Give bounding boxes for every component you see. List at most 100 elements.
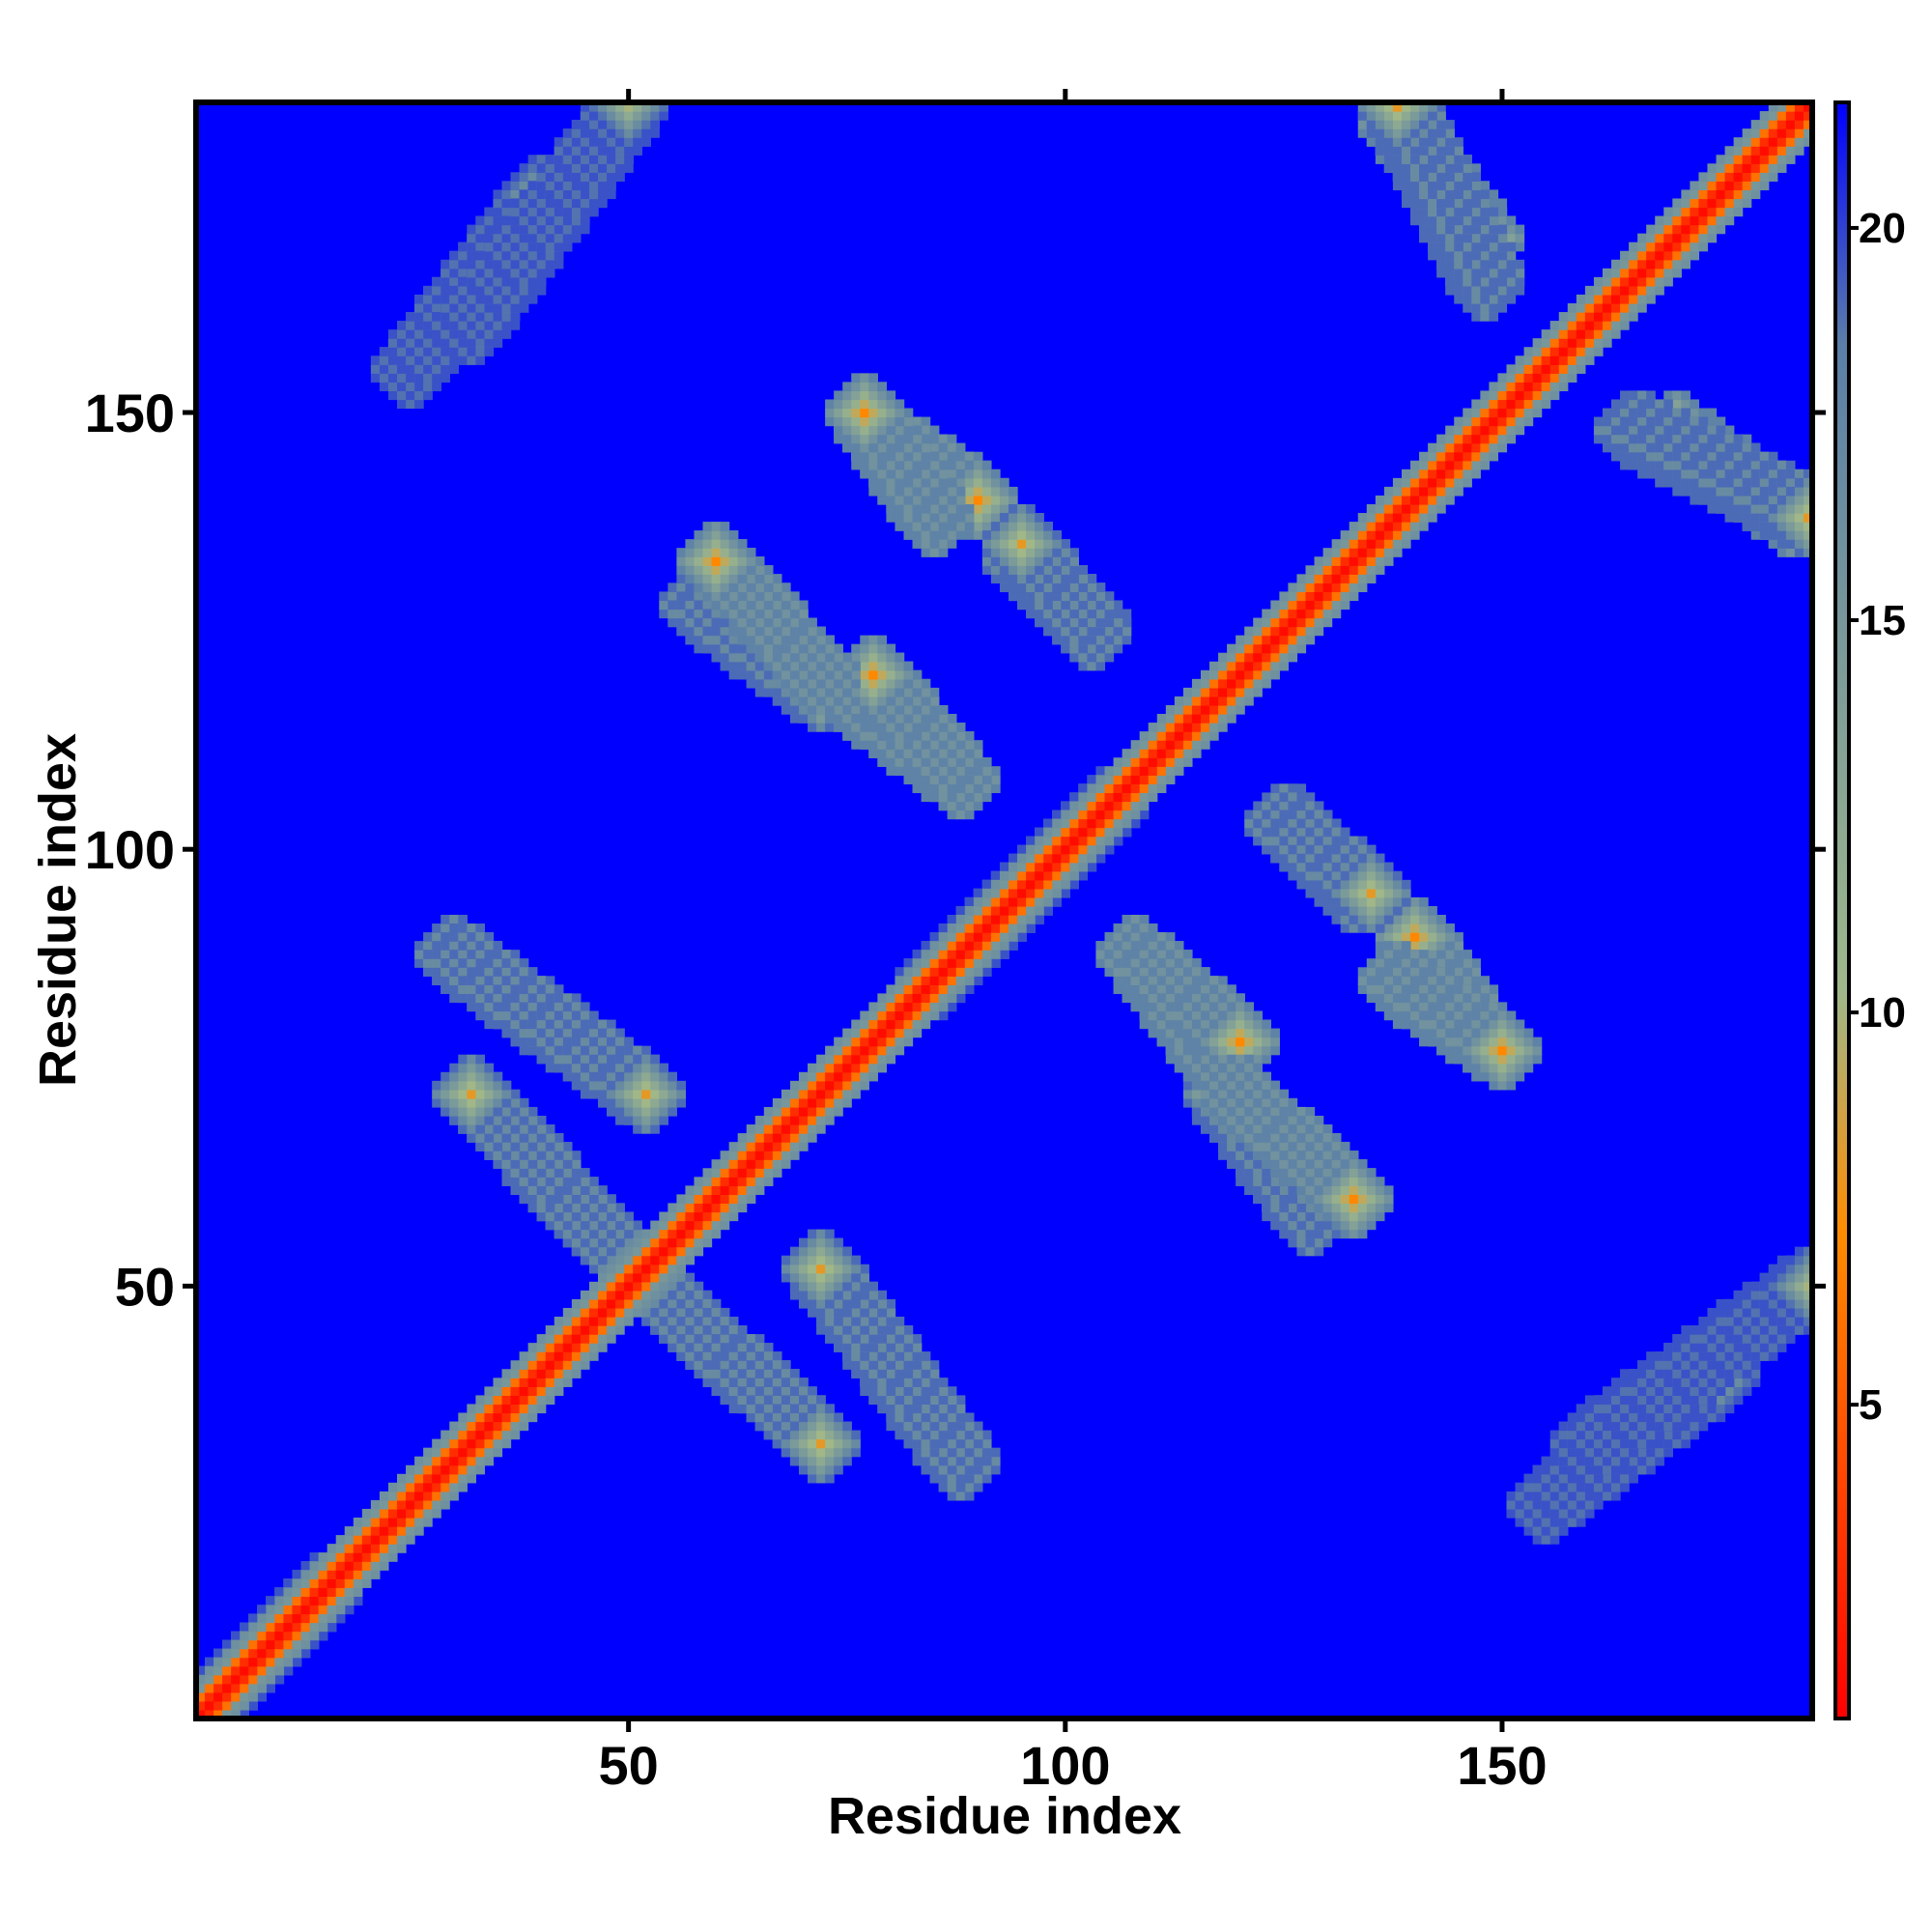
heatmap-cell bbox=[432, 364, 441, 374]
heatmap-cell bbox=[440, 347, 450, 356]
heatmap-cell bbox=[440, 285, 450, 296]
heatmap-cell bbox=[440, 958, 450, 968]
heatmap-cell bbox=[484, 950, 495, 959]
heatmap-cell bbox=[467, 941, 476, 951]
heatmap-cell bbox=[955, 1438, 966, 1449]
heatmap-cell bbox=[458, 915, 468, 924]
heatmap-cell bbox=[510, 1037, 521, 1047]
heatmap-cell bbox=[1541, 1535, 1551, 1545]
heatmap-cell bbox=[1602, 1482, 1612, 1492]
heatmap-cell bbox=[475, 941, 486, 951]
heatmap-cell bbox=[938, 1421, 949, 1432]
heatmap-cell bbox=[921, 1430, 931, 1440]
heatmap-cell bbox=[1698, 1404, 1709, 1414]
heatmap-cell bbox=[414, 373, 424, 383]
heatmap-cell bbox=[1690, 1421, 1700, 1432]
heatmap-cell bbox=[921, 1395, 931, 1406]
heatmap-cell bbox=[973, 1473, 983, 1484]
heatmap-cell bbox=[423, 390, 433, 401]
heatmap-cell bbox=[432, 967, 441, 977]
heatmap-cell bbox=[484, 215, 495, 226]
heatmap-cell bbox=[493, 215, 503, 226]
heatmap-cell bbox=[981, 1447, 992, 1458]
heatmap-cell bbox=[981, 1456, 992, 1466]
heatmap-cell bbox=[938, 1386, 949, 1396]
heatmap-cell bbox=[467, 224, 476, 235]
heatmap-cell bbox=[519, 1045, 529, 1056]
heatmap-cell bbox=[1698, 1412, 1709, 1423]
heatmap-cell bbox=[519, 967, 529, 977]
heatmap-cell bbox=[257, 1605, 267, 1615]
heatmap-cell bbox=[886, 1412, 896, 1423]
heatmap-cell bbox=[379, 373, 389, 383]
heatmap-cell bbox=[1733, 1378, 1744, 1387]
heatmap-cell bbox=[1541, 1508, 1551, 1519]
heatmap-cell bbox=[903, 1438, 914, 1449]
heatmap-cell bbox=[1724, 1395, 1735, 1406]
heatmap-cell bbox=[467, 958, 476, 968]
heatmap-cell bbox=[1532, 1526, 1543, 1536]
heatmap-cell bbox=[449, 250, 459, 261]
heatmap-cell bbox=[423, 329, 433, 339]
heatmap-cell bbox=[938, 1378, 949, 1387]
heatmap-cell bbox=[964, 1438, 975, 1449]
heatmap-cell bbox=[527, 155, 538, 164]
heatmap-cell bbox=[449, 958, 459, 968]
heatmap-cell bbox=[1602, 1491, 1612, 1501]
heatmap-cell bbox=[396, 364, 407, 374]
heatmap-cell bbox=[1698, 1421, 1709, 1432]
heatmap-cell bbox=[449, 364, 459, 374]
heatmap-cell bbox=[1724, 1404, 1735, 1414]
heatmap-cell bbox=[414, 950, 424, 959]
heatmap-cell bbox=[423, 950, 433, 959]
heatmap-cell bbox=[955, 1412, 966, 1423]
heatmap-cell bbox=[1637, 1447, 1647, 1458]
heatmap-cell bbox=[955, 1456, 966, 1466]
heatmap-cell bbox=[1690, 1412, 1700, 1423]
heatmap-cell bbox=[432, 355, 441, 365]
heatmap-cell bbox=[1584, 1491, 1595, 1501]
heatmap-cell bbox=[1523, 1508, 1534, 1519]
heatmap-cell bbox=[467, 923, 476, 933]
heatmap-cell bbox=[440, 976, 450, 985]
heatmap-cell bbox=[1593, 1491, 1604, 1501]
heatmap-cell bbox=[929, 1421, 940, 1432]
heatmap-cell bbox=[938, 1464, 949, 1475]
heatmap-cell bbox=[1549, 1535, 1560, 1545]
heatmap-cell bbox=[1611, 1473, 1621, 1484]
heatmap-cell bbox=[912, 1421, 923, 1432]
heatmap-cell bbox=[475, 958, 486, 968]
heatmap-cell bbox=[964, 1482, 975, 1492]
heatmap-cell bbox=[387, 329, 398, 339]
heatmap-cell bbox=[484, 976, 495, 985]
heatmap-cell bbox=[475, 242, 486, 252]
heatmap-cell bbox=[440, 941, 450, 951]
heatmap-cell bbox=[449, 950, 459, 959]
heatmap-cell bbox=[1707, 1412, 1718, 1423]
heatmap-cell bbox=[432, 976, 441, 985]
heatmap-cell bbox=[467, 250, 476, 261]
heatmap-cell bbox=[406, 312, 415, 322]
heatmap-cell bbox=[493, 198, 503, 209]
heatmap-cell bbox=[947, 1412, 957, 1423]
heatmap-cell bbox=[1541, 1473, 1551, 1484]
heatmap-cell bbox=[929, 1473, 940, 1484]
heatmap-cell bbox=[414, 302, 424, 313]
heatmap-cell bbox=[475, 950, 486, 959]
heatmap-cell bbox=[1707, 1404, 1718, 1414]
heatmap-cell bbox=[1549, 1464, 1560, 1475]
heatmap-cell bbox=[458, 958, 468, 968]
heatmap-cell bbox=[938, 1447, 949, 1458]
heatmap-cell bbox=[379, 382, 389, 392]
heatmap-cell bbox=[955, 1464, 966, 1475]
heatmap-cell bbox=[423, 958, 433, 968]
heatmap-cell bbox=[929, 1412, 940, 1423]
heatmap-cell bbox=[947, 1482, 957, 1492]
heatmap-cell bbox=[458, 993, 468, 1004]
heatmap-cell bbox=[493, 958, 503, 968]
heatmap-cell bbox=[484, 1019, 495, 1030]
heatmap-cell bbox=[1716, 1404, 1726, 1414]
heatmap-cell bbox=[895, 1412, 905, 1423]
heatmap-cell bbox=[947, 1438, 957, 1449]
heatmap-cell bbox=[475, 1010, 486, 1021]
